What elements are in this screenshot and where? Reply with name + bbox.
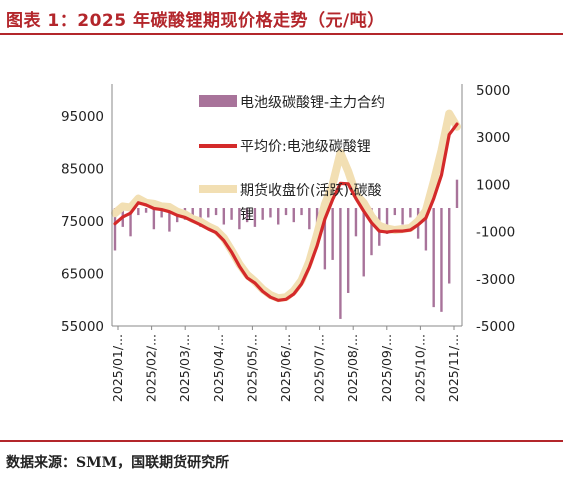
futures-line-series [111,109,461,303]
basis-bar [238,208,241,230]
chart-title: 图表 1：2025 年碳酸锂期现价格走势（元/吨） [6,11,385,31]
basis-bar [409,208,412,218]
y-left-tick-label: 85000 [61,162,104,178]
y-right-tick-label: 1000 [476,177,510,193]
basis-bar [292,208,295,223]
basis-bar [137,208,140,216]
basis-bar [308,208,311,230]
spot-average-line [113,122,459,302]
y-right-tick-label: 5000 [476,83,510,99]
y-right-tick-label: -1000 [476,225,515,241]
basis-bar [393,208,397,216]
basis-bar [401,208,404,225]
chart-canvas: 55000 65000 75000 85000 95000 -5000 -3000 -1000… [61,83,515,402]
x-tick-label: 2025/06/... [278,334,293,402]
basis-bar [323,208,327,270]
basis-bar [245,208,249,223]
basis-bar [424,208,428,251]
basis-bar [191,208,194,216]
y-left-tick-label: 95000 [61,109,104,125]
basis-bar [261,208,264,220]
basis-bar [230,208,233,220]
y-left-tick-label: 75000 [61,214,104,230]
basis-bar [152,208,156,230]
y-left-tick-label: 55000 [61,319,104,335]
top-divider [0,33,563,35]
basis-bar [144,208,148,213]
basis-bar [300,208,303,216]
x-tick-label: 2025/01/... [110,334,125,402]
basis-bar [269,208,272,218]
legend-label-basis: 电池级碳酸锂-主力合约 [240,95,385,111]
futures-close-line [111,109,461,303]
y-right-tick-label: 3000 [476,130,510,146]
y-right-tick-label: -5000 [476,319,515,335]
x-tick-label: 2025/04/... [211,334,226,402]
legend-swatch-basis [199,95,237,107]
basis-bar [362,208,365,277]
spot-line-series [113,122,459,302]
legend-label-futures: 期货收盘价(活跃):碳酸锂 [240,182,382,223]
basis-bar [277,208,280,225]
basis-bar [370,208,373,256]
x-tick-label: 2025/08/... [345,334,360,402]
basis-bar [385,208,389,234]
basis-bar [440,208,443,312]
y-left-tick-label: 65000 [61,267,104,283]
basis-bar [207,208,210,218]
basis-bar [432,208,435,308]
basis-bar [168,208,171,232]
y-right-tick-label: -3000 [476,272,515,288]
basis-bar [253,208,257,227]
basis-bar [339,208,342,319]
basis-bar [160,208,163,218]
basis-bar [448,208,451,284]
basis-bar [346,208,350,293]
basis-bar [214,208,218,216]
x-tick-label: 2025/09/... [379,334,394,402]
basis-bar [354,208,358,237]
x-tick-label: 2025/11/... [446,334,461,402]
x-tick-label: 2025/07/... [312,334,327,402]
basis-bar [331,208,334,260]
basis-bar [455,179,459,208]
axes [111,84,463,330]
basis-bar [222,208,226,225]
basis-bar [284,208,288,216]
x-tick-label: 2025/03/... [177,334,192,402]
bottom-divider [0,440,563,442]
x-tick-label: 2025/10/... [412,334,427,402]
tick-labels: 55000 65000 75000 85000 95000 -5000 -3000 -1000… [61,83,515,402]
basis-bar [129,208,132,237]
x-tick-label: 2025/05/... [244,334,259,402]
basis-bar [113,208,117,251]
legend-label-spot: 平均价:电池级碳酸锂 [240,139,371,155]
x-tick-label: 2025/02/... [144,334,159,402]
source-note: 数据来源：SMM，国联期货研究所 [6,455,230,471]
